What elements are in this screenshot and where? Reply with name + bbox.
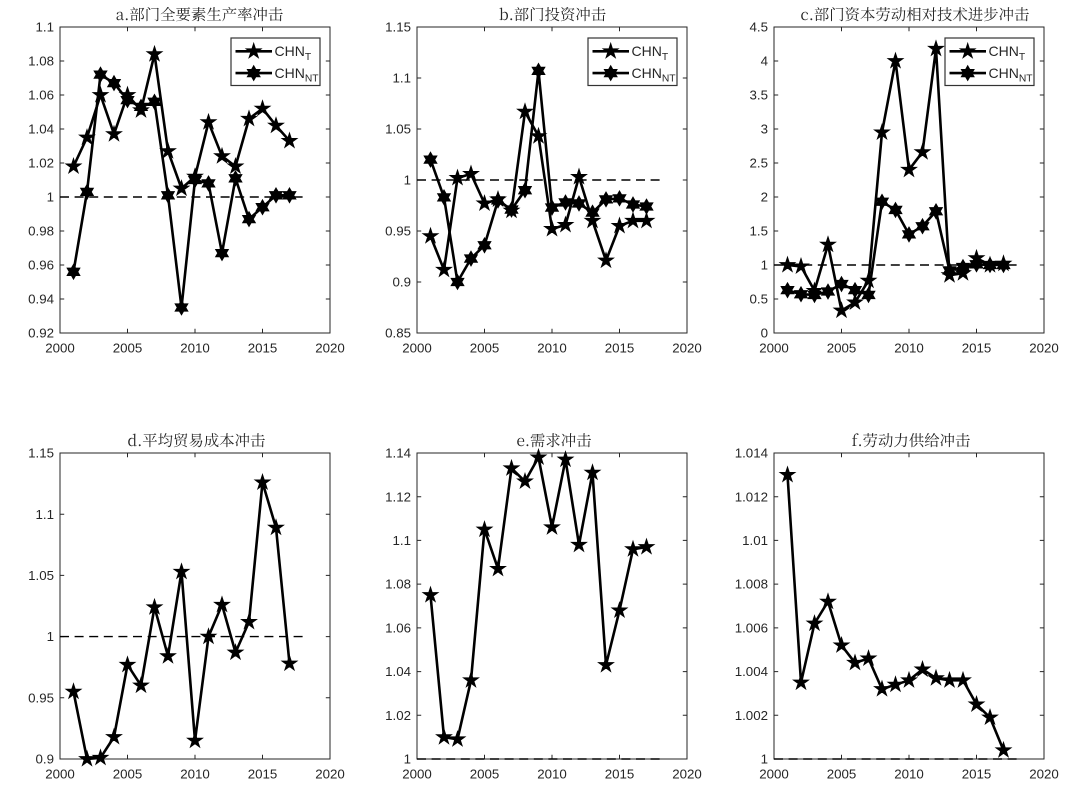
svg-text:1.1: 1.1: [36, 507, 55, 522]
svg-text:2020: 2020: [672, 767, 702, 782]
svg-text:2005: 2005: [470, 341, 500, 356]
svg-text:3: 3: [761, 122, 768, 137]
svg-text:1.12: 1.12: [385, 489, 411, 504]
svg-text:2000: 2000: [402, 341, 432, 356]
svg-text:0.9: 0.9: [393, 275, 412, 290]
svg-text:CHNT: CHNT: [989, 43, 1026, 63]
svg-text:2.5: 2.5: [750, 156, 769, 171]
svg-text:1.1: 1.1: [36, 20, 55, 35]
svg-text:0.95: 0.95: [28, 690, 54, 705]
svg-text:2000: 2000: [45, 341, 75, 356]
svg-text:1.5: 1.5: [750, 224, 769, 239]
svg-text:0.95: 0.95: [385, 224, 411, 239]
svg-text:2015: 2015: [962, 341, 992, 356]
svg-text:2000: 2000: [45, 767, 75, 782]
svg-text:1.01: 1.01: [742, 533, 768, 548]
svg-text:1.06: 1.06: [28, 88, 54, 103]
svg-text:1.002: 1.002: [735, 708, 768, 723]
svg-text:0.9: 0.9: [36, 752, 55, 767]
svg-text:1.1: 1.1: [393, 533, 412, 548]
svg-text:2020: 2020: [672, 341, 702, 356]
svg-text:1.08: 1.08: [385, 577, 411, 592]
svg-text:2020: 2020: [1029, 767, 1059, 782]
svg-text:2000: 2000: [402, 767, 432, 782]
svg-text:2010: 2010: [894, 341, 924, 356]
svg-text:1: 1: [761, 258, 768, 273]
svg-text:1.008: 1.008: [735, 577, 768, 592]
svg-text:1.004: 1.004: [735, 664, 768, 679]
svg-text:4: 4: [761, 54, 768, 69]
svg-text:2015: 2015: [962, 767, 992, 782]
svg-text:2020: 2020: [315, 341, 345, 356]
svg-text:1.08: 1.08: [28, 54, 54, 69]
svg-text:2015: 2015: [605, 341, 635, 356]
svg-text:3.5: 3.5: [750, 88, 769, 103]
svg-text:2015: 2015: [248, 341, 278, 356]
svg-text:1.04: 1.04: [28, 122, 54, 137]
svg-text:1: 1: [404, 752, 411, 767]
svg-text:1.04: 1.04: [385, 664, 411, 679]
svg-text:2: 2: [761, 190, 768, 205]
svg-text:1.1: 1.1: [393, 71, 412, 86]
svg-text:1.15: 1.15: [28, 446, 54, 461]
svg-text:1.02: 1.02: [28, 156, 54, 171]
svg-text:0.94: 0.94: [28, 292, 54, 307]
svg-text:0.98: 0.98: [28, 224, 54, 239]
svg-text:2005: 2005: [470, 767, 500, 782]
svg-text:2010: 2010: [537, 341, 567, 356]
svg-text:1.05: 1.05: [28, 568, 54, 583]
svg-text:0.96: 0.96: [28, 258, 54, 273]
svg-text:CHNT: CHNT: [275, 43, 312, 63]
svg-text:4.5: 4.5: [750, 20, 769, 35]
svg-text:0: 0: [761, 326, 768, 341]
svg-text:1.006: 1.006: [735, 621, 768, 636]
svg-text:1: 1: [47, 629, 54, 644]
svg-text:1.05: 1.05: [385, 122, 411, 137]
svg-text:2010: 2010: [180, 767, 210, 782]
svg-text:2005: 2005: [113, 767, 143, 782]
svg-text:2010: 2010: [537, 767, 567, 782]
svg-text:2005: 2005: [113, 341, 143, 356]
svg-text:1: 1: [47, 190, 54, 205]
svg-text:2015: 2015: [605, 767, 635, 782]
svg-text:1.06: 1.06: [385, 621, 411, 636]
svg-text:2010: 2010: [894, 767, 924, 782]
svg-text:2000: 2000: [759, 341, 789, 356]
svg-text:2000: 2000: [759, 767, 789, 782]
svg-text:1: 1: [761, 752, 768, 767]
svg-text:1.15: 1.15: [385, 20, 411, 35]
svg-text:1.014: 1.014: [735, 446, 768, 461]
svg-text:2020: 2020: [1029, 341, 1059, 356]
svg-text:2005: 2005: [827, 341, 857, 356]
svg-text:0.85: 0.85: [385, 326, 411, 341]
svg-text:2010: 2010: [180, 341, 210, 356]
svg-text:2015: 2015: [248, 767, 278, 782]
svg-text:1.14: 1.14: [385, 446, 411, 461]
svg-text:CHNT: CHNT: [632, 43, 669, 63]
svg-text:2005: 2005: [827, 767, 857, 782]
svg-text:1: 1: [404, 173, 411, 188]
svg-text:0.5: 0.5: [750, 292, 769, 307]
svg-text:0.92: 0.92: [28, 326, 54, 341]
svg-text:1.02: 1.02: [385, 708, 411, 723]
svg-text:2020: 2020: [315, 767, 345, 782]
svg-text:1.012: 1.012: [735, 489, 768, 504]
